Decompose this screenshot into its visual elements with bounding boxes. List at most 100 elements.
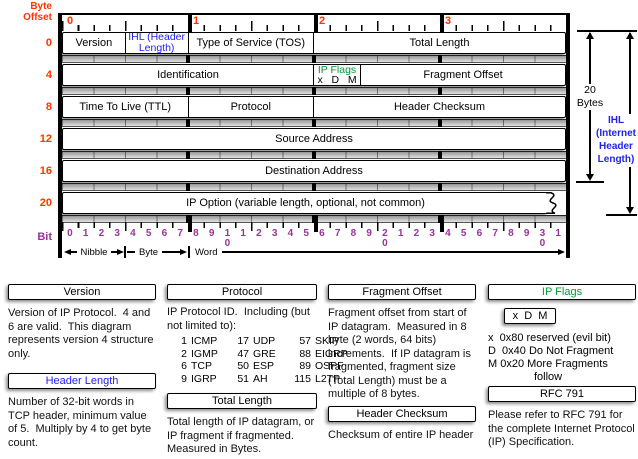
bit-number: 6: [161, 228, 168, 239]
field-tos: Type of Service (TOS): [189, 33, 314, 53]
ihl-right-label: IHL (Internet Header Length): [594, 114, 638, 166]
note-title-version: Version: [8, 284, 156, 300]
arrow-right-icon: [180, 249, 187, 255]
notes-ipflags-column: IP Flags x D M x 0x80 reserved (evil bit…: [488, 284, 636, 450]
ip-flags-title: IP Flags: [317, 65, 357, 76]
bit-number: 1: [555, 228, 561, 239]
byte-boundary-bar: [188, 246, 190, 258]
word-label: Word: [195, 246, 218, 258]
ruler-byte-3: 3: [445, 15, 452, 27]
byte-band: [62, 55, 566, 63]
annotation-top-tick: [577, 30, 637, 32]
flag-description-line: follow: [534, 371, 563, 383]
bit-number: 5: [303, 228, 309, 239]
ruler-byte-1: 1: [193, 15, 200, 27]
bit-number: 7: [492, 228, 498, 239]
field-total-length: Total Length: [409, 36, 470, 49]
bytes20-arrow: [589, 33, 591, 84]
offset-4: 4: [45, 69, 52, 81]
arrow-left-icon: [64, 249, 71, 255]
offset-12: 12: [39, 133, 52, 145]
arrow-right-icon: [117, 249, 124, 255]
note-title-protocol: Protocol: [167, 284, 317, 300]
note-title-rfc791: RFC 791: [488, 386, 636, 402]
field-ttl: Time To Live (TTL): [63, 97, 189, 117]
byte-span: Byte: [127, 246, 187, 258]
bit-number: 1: [82, 228, 89, 239]
left-edge-bar: [58, 13, 62, 258]
nibble-label: Nibble: [80, 246, 108, 258]
bit-number: 4: [130, 228, 136, 239]
note-body-header-length: Number of 32-bit words in TCP header, mi…: [8, 396, 155, 449]
note-body-header-checksum: Checksum of entire IP header: [328, 428, 474, 441]
note-body-fragment-offset: Fragment offset from start of IP datagra…: [328, 307, 474, 400]
bit-number: 2: [98, 228, 105, 239]
offset-16: 16: [39, 165, 52, 177]
field-destination-address: Destination Address: [265, 164, 363, 177]
bit-number: 7: [334, 228, 341, 239]
bit-number: 3: [271, 228, 278, 239]
bit-number: 1: [240, 228, 246, 239]
top-ruler-byte-marks: [66, 13, 564, 32]
bit-number: 9: [523, 228, 530, 239]
bit-number: 9: [208, 228, 215, 239]
note-body-version: Version of IP Protocol. 4 and 6 are vali…: [8, 307, 157, 360]
nibble-span: Nibble: [64, 246, 124, 258]
note-title-ip-flags: IP Flags: [488, 284, 636, 300]
header-row-12: Source Address: [62, 128, 566, 150]
bit-number: 2 0: [382, 228, 388, 249]
bit-number: 3: [429, 228, 435, 239]
notes-protocol-column: Protocol IP Protocol ID. Including (but …: [167, 284, 348, 457]
nibble-boundary-bar: [124, 246, 126, 258]
field-version: Version: [63, 33, 126, 53]
bytes20-arrow: [589, 110, 591, 174]
right-edge-bar: [566, 13, 570, 258]
bit-number: 2: [256, 228, 262, 239]
arrow-down-icon: [586, 174, 594, 181]
bit-number: 3 0: [539, 228, 546, 249]
arrow-up-icon: [626, 32, 634, 39]
byte-band: [62, 151, 566, 159]
field-protocol: Protocol: [189, 97, 314, 117]
note-title-header-checksum: Header Checksum: [328, 405, 476, 422]
note-body-protocol: IP Protocol ID. Including (but not limit…: [167, 306, 313, 332]
bit-number: 0: [67, 228, 73, 239]
arrow-down-icon: [626, 207, 634, 214]
bit-number: 7: [177, 228, 183, 239]
byte-offset-label: Byte Offset: [23, 1, 52, 23]
field-ip-flags: IP Flags x D M: [314, 65, 362, 85]
flag-descriptions: x 0x80 reserved (evil bit) D 0x40 Do Not …: [488, 332, 636, 384]
byte-band: [62, 119, 566, 127]
field-ihl: IHL (Header Length): [126, 33, 189, 53]
flag-description-line: M 0x20 More Fragments: [488, 358, 608, 370]
protocol-id-table: 1 ICMP 17 UDP 57 SKIP 2 IGMP 47 GRE 88 EIGRP 6…: [181, 335, 348, 385]
flag-description-line: x 0x80 reserved (evil bit): [488, 332, 611, 344]
bit-label: Bit: [37, 231, 52, 243]
word-span: Word: [191, 246, 565, 258]
bit-number: 5: [460, 228, 467, 239]
bit-number: 8: [193, 228, 199, 239]
byte-band: [62, 183, 566, 191]
xdm-flags-box: x D M: [504, 308, 556, 324]
arrow-right-icon: [558, 249, 565, 255]
note-title-total-length: Total Length: [167, 393, 317, 409]
header-row-8: Time To Live (TTL) Protocol Header Check…: [62, 96, 566, 118]
flag-description-line: D 0x40 Do Not Fragment: [488, 345, 614, 357]
offset-20: 20: [39, 197, 52, 209]
bit-number: 1: [397, 228, 404, 239]
field-ip-option: IP Option (variable length, optional, no…: [186, 196, 425, 209]
bytes20-bottom-tick: [576, 181, 604, 183]
note-body-total-length: Total length of IP datagram, or IP fragm…: [167, 416, 318, 455]
ihl-arrow: [629, 167, 631, 207]
bit-number: 9: [366, 228, 372, 239]
bit-number: 8: [350, 228, 357, 239]
bit-number: 2: [413, 228, 420, 239]
byte-band: [62, 87, 566, 95]
bit-number: 4: [287, 228, 294, 239]
ihl-bottom-tick: [606, 214, 637, 216]
header-row-16: Destination Address: [62, 160, 566, 182]
offset-8: 8: [45, 101, 52, 113]
bit-number: 1 0: [224, 228, 231, 249]
